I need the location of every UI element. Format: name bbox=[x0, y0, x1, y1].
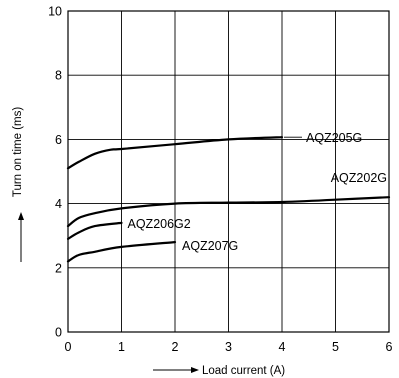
series-line bbox=[66, 221, 123, 240]
tick-labels: 0 1 2 3 4 5 6 0 2 4 6 8 10 bbox=[48, 5, 392, 355]
y-tick-label: 2 bbox=[55, 261, 62, 275]
series-line bbox=[66, 196, 391, 228]
y-tick-label: 4 bbox=[55, 197, 62, 211]
y-axis-title-group: Turn on time (ms) bbox=[12, 107, 24, 262]
series-line bbox=[66, 241, 177, 263]
plot-frame bbox=[67, 10, 390, 333]
y-tick-label: 10 bbox=[48, 5, 62, 19]
series-lines bbox=[66, 136, 391, 263]
series-label: AQZ202G bbox=[331, 171, 387, 185]
series-line bbox=[66, 136, 284, 170]
x-axis-title-group: Load current (A) bbox=[153, 365, 285, 377]
series-label: AQZ205G bbox=[306, 131, 362, 145]
series-labels: AQZ205G AQZ202G AQZ206G2 AQZ207G bbox=[128, 131, 388, 253]
series-label: AQZ207G bbox=[182, 239, 238, 253]
x-tick-label: 4 bbox=[279, 340, 286, 354]
y-tick-label: 0 bbox=[55, 326, 62, 340]
x-tick-label: 6 bbox=[386, 340, 393, 354]
x-tick-label: 3 bbox=[225, 340, 232, 354]
x-tick-label: 1 bbox=[118, 340, 125, 354]
y-axis-label: Turn on time (ms) bbox=[12, 107, 24, 197]
x-tick-label: 5 bbox=[332, 340, 339, 354]
series-label: AQZ206G2 bbox=[128, 217, 191, 231]
x-axis-label: Load current (A) bbox=[202, 365, 285, 377]
x-tick-label: 2 bbox=[172, 340, 179, 354]
y-tick-label: 8 bbox=[55, 69, 62, 83]
x-tick-label: 0 bbox=[65, 340, 72, 354]
y-tick-label: 6 bbox=[55, 133, 62, 147]
x-axis-arrow-head-icon bbox=[191, 367, 199, 373]
y-axis-arrow-head-icon bbox=[18, 212, 24, 220]
